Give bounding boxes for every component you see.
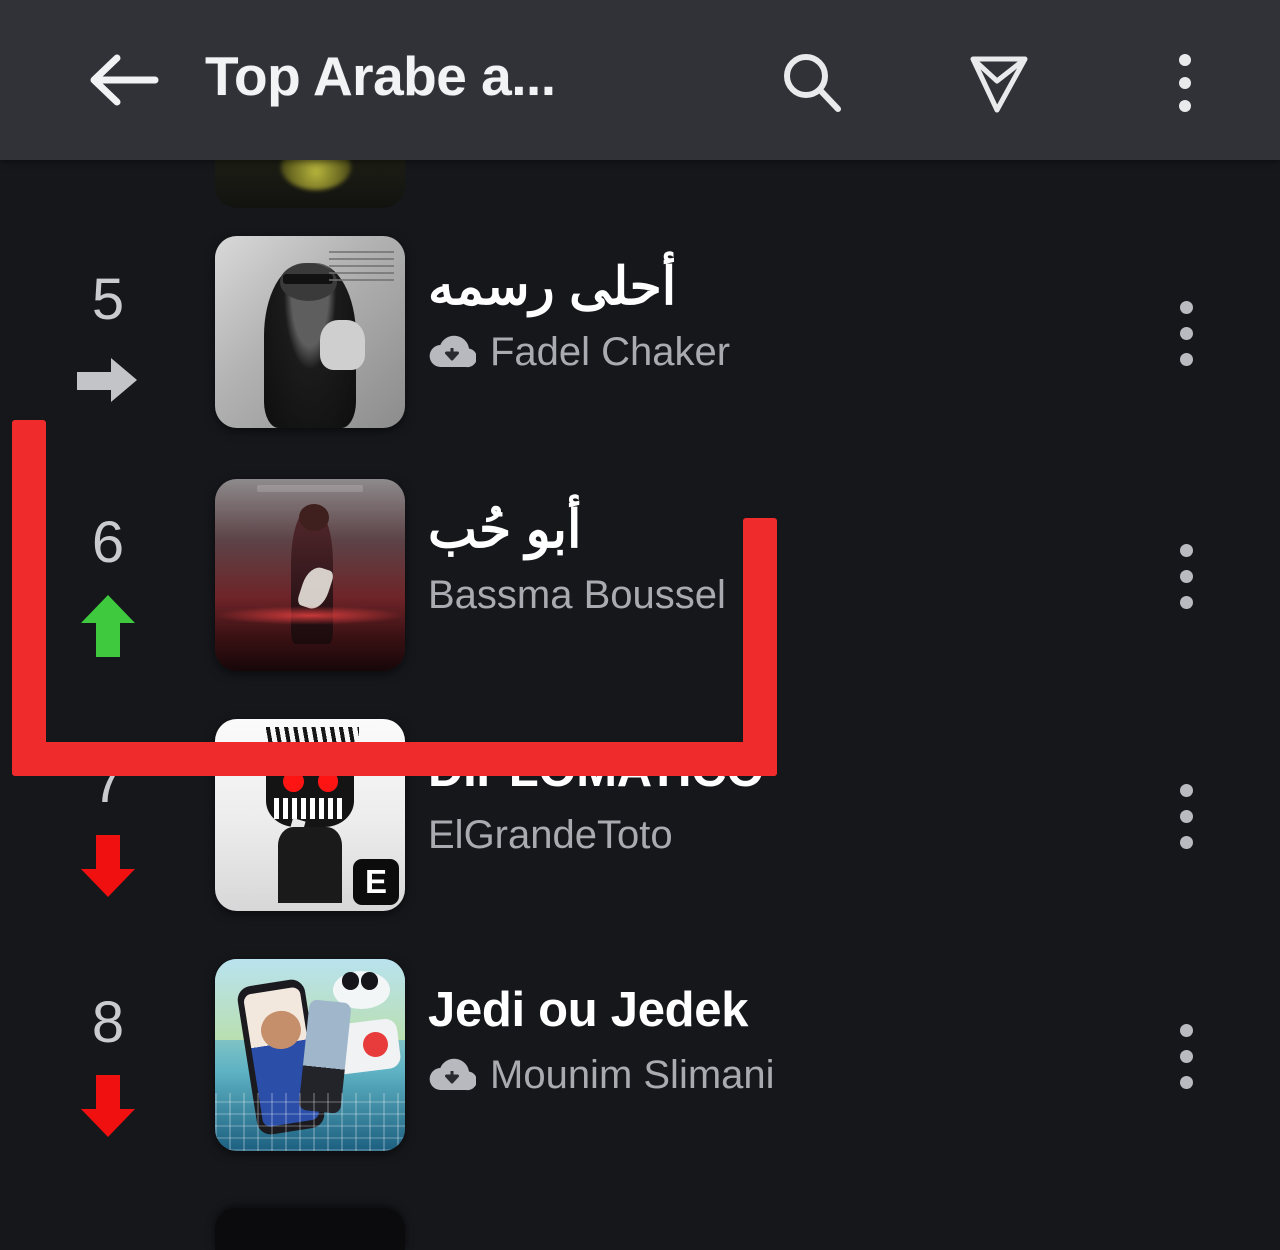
- dot: [1179, 100, 1191, 112]
- dot: [1180, 1024, 1193, 1037]
- artist-name: Mounim Slimani: [490, 1053, 775, 1097]
- dot: [1180, 784, 1193, 797]
- dot: [1180, 570, 1193, 583]
- table-row[interactable]: 5 أحلى رسمه: [0, 220, 1280, 460]
- partial-track-artwork-bottom: [215, 1208, 405, 1250]
- rank-number: 7: [91, 750, 125, 815]
- track-more-button[interactable]: [1152, 1019, 1218, 1099]
- dot: [1180, 1050, 1193, 1063]
- rank-number: 8: [91, 990, 125, 1055]
- track-meta: DIPLOMATICO ElGrandeToto: [428, 739, 1128, 861]
- dot: [1180, 836, 1193, 849]
- table-row[interactable]: 7 E DIPLOMATICO: [0, 703, 1280, 943]
- arrow-down-icon: [60, 831, 156, 901]
- track-artist-line: Mounim Slimani: [428, 1049, 1128, 1101]
- app-bar: Top Arabe a...: [0, 0, 1280, 160]
- album-artwork[interactable]: [215, 959, 405, 1151]
- download-cloud-icon: [429, 335, 476, 368]
- track-title: أبو حُب: [428, 501, 582, 559]
- page-title: Top Arabe a...: [205, 45, 556, 107]
- track-meta: أبو حُب Bassma Boussel: [428, 499, 1128, 621]
- track-meta: Jedi ou Jedek Mounim Slimani: [428, 979, 1128, 1101]
- album-artwork[interactable]: [215, 479, 405, 671]
- album-artwork[interactable]: E: [215, 719, 405, 911]
- dot: [1180, 353, 1193, 366]
- track-meta: أحلى رسمه Fadel Chaker: [428, 256, 1128, 378]
- send-icon[interactable]: [964, 48, 1034, 118]
- track-list: 5 أحلى رسمه: [0, 160, 1280, 1250]
- rank-number: 5: [91, 267, 125, 332]
- artist-name: Fadel Chaker: [490, 330, 731, 374]
- more-vertical-icon[interactable]: [1152, 48, 1218, 118]
- album-artwork[interactable]: [215, 236, 405, 428]
- dot: [1180, 596, 1193, 609]
- table-row[interactable]: 8: [0, 943, 1280, 1183]
- search-icon[interactable]: [776, 48, 846, 118]
- track-more-button[interactable]: [1152, 296, 1218, 376]
- track-more-button[interactable]: [1152, 779, 1218, 859]
- dot: [1180, 301, 1193, 314]
- arrow-right-icon: [60, 348, 156, 418]
- dot: [1179, 54, 1191, 66]
- track-artist-line: ElGrandeToto: [428, 809, 1128, 861]
- track-title: DIPLOMATICO: [428, 743, 765, 797]
- track-artist-line: Fadel Chaker: [428, 326, 1128, 378]
- partial-track-artwork-top: [215, 160, 405, 208]
- explicit-badge: E: [353, 859, 399, 905]
- dot: [1180, 1076, 1193, 1089]
- dot: [1179, 77, 1191, 89]
- track-more-button[interactable]: [1152, 539, 1218, 619]
- track-artist-line: Bassma Boussel: [428, 569, 1128, 621]
- download-cloud-icon: [429, 1058, 476, 1091]
- artwork-image: E: [215, 719, 405, 911]
- artwork-image: [215, 959, 405, 1151]
- table-row[interactable]: 6 أبو حُب Bassma Boussel: [0, 463, 1280, 703]
- dots-group: [1152, 48, 1218, 118]
- artwork-image: [215, 236, 405, 428]
- artist-name: Bassma Boussel: [428, 573, 726, 617]
- artist-name: ElGrandeToto: [428, 813, 673, 857]
- artwork-image: [215, 479, 405, 671]
- track-title: أحلى رسمه: [428, 258, 677, 316]
- dot: [1180, 327, 1193, 340]
- arrow-down-icon: [60, 1071, 156, 1141]
- back-arrow-icon[interactable]: [85, 47, 161, 113]
- dot: [1180, 544, 1193, 557]
- arrow-up-icon: [60, 591, 156, 661]
- rank-number: 6: [91, 510, 125, 575]
- track-title: Jedi ou Jedek: [428, 983, 749, 1037]
- dot: [1180, 810, 1193, 823]
